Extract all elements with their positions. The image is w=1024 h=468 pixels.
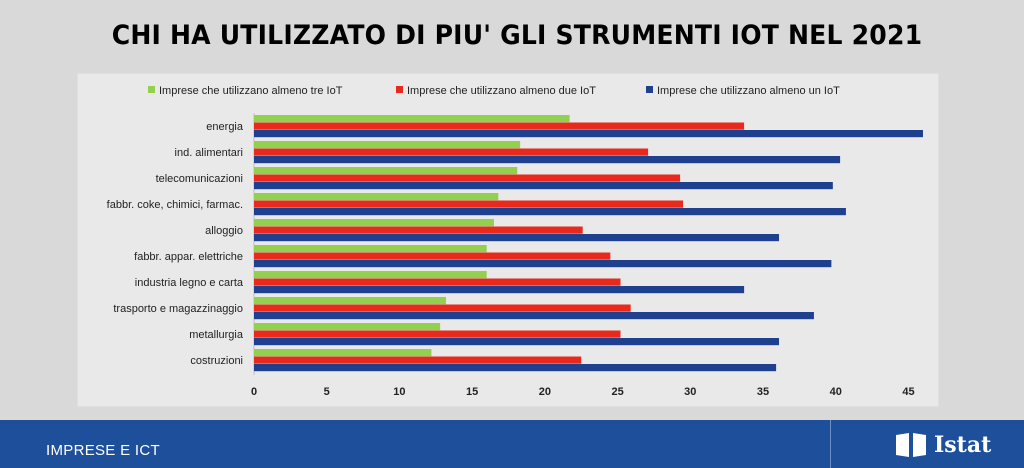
bar-three-iot	[254, 115, 570, 123]
chart-panel: Imprese che utilizzano almeno tre IoT Imp…	[78, 74, 938, 406]
category-label: fabbr. appar. elettriche	[134, 251, 243, 263]
category-label: metallurgia	[189, 329, 244, 341]
bar-one-iot	[254, 364, 777, 372]
bar-one-iot	[254, 234, 780, 242]
legend-swatch	[396, 86, 403, 93]
bar-three-iot	[254, 167, 518, 175]
x-tick-label: 45	[902, 386, 914, 398]
istat-logo: Istat	[894, 430, 991, 460]
category-label: trasporto e magazzinaggio	[113, 303, 243, 315]
bar-two-iot	[254, 226, 583, 234]
footer-divider	[830, 420, 831, 468]
bar-two-iot	[254, 122, 745, 130]
footer-section-label: IMPRESE E ICT	[46, 442, 160, 459]
brand-name: Istat	[934, 432, 992, 458]
bar-two-iot	[254, 304, 631, 312]
legend-label: Imprese che utilizzano almeno due IoT	[407, 85, 596, 97]
bar-two-iot	[254, 330, 621, 338]
legend-label: Imprese che utilizzano almeno un IoT	[657, 85, 840, 97]
bar-one-iot	[254, 260, 832, 268]
bar-two-iot	[254, 200, 684, 208]
bar-two-iot	[254, 278, 621, 286]
bar-two-iot	[254, 356, 582, 364]
x-tick-label: 30	[684, 386, 696, 398]
bar-three-iot	[254, 245, 487, 253]
bar-three-iot	[254, 271, 487, 279]
book-icon	[896, 433, 926, 457]
bar-three-iot	[254, 219, 494, 227]
bar-three-iot	[254, 349, 432, 357]
x-tick-label: 25	[611, 386, 623, 398]
legend-label: Imprese che utilizzano almeno tre IoT	[159, 85, 343, 97]
bar-chart: Imprese che utilizzano almeno tre IoT Imp…	[107, 85, 923, 398]
bar-one-iot	[254, 182, 833, 190]
bar-three-iot	[254, 297, 446, 305]
x-tick-label: 40	[830, 386, 842, 398]
bar-one-iot	[254, 338, 780, 346]
category-label: fabbr. coke, chimici, farmac.	[107, 199, 243, 211]
bar-one-iot	[254, 312, 814, 320]
x-tick-label: 35	[757, 386, 769, 398]
category-label: costruzioni	[190, 355, 243, 367]
category-label: telecomunicazioni	[156, 173, 243, 185]
footer-bar: IMPRESE E ICT Istat	[0, 420, 1024, 468]
bar-two-iot	[254, 252, 611, 260]
chart-title: CHI HA UTILIZZATO DI PIU' GLI STRUMENTI …	[111, 20, 923, 51]
bar-two-iot	[254, 148, 649, 156]
category-label: ind. alimentari	[175, 147, 243, 159]
legend-swatch	[148, 86, 155, 93]
bar-three-iot	[254, 193, 499, 201]
legend-swatch	[646, 86, 653, 93]
bar-one-iot	[254, 156, 841, 164]
x-tick-label: 10	[393, 386, 405, 398]
x-tick-label: 0	[251, 386, 257, 398]
bar-one-iot	[254, 208, 846, 216]
bar-three-iot	[254, 323, 441, 331]
category-label: energia	[206, 121, 244, 133]
x-tick-label: 15	[466, 386, 478, 398]
category-label: alloggio	[205, 225, 243, 237]
bar-one-iot	[254, 130, 923, 138]
bar-two-iot	[254, 174, 681, 182]
x-tick-label: 20	[539, 386, 551, 398]
bar-one-iot	[254, 286, 745, 294]
bar-three-iot	[254, 141, 521, 149]
x-tick-label: 5	[324, 386, 330, 398]
category-label: industria legno e carta	[135, 277, 244, 289]
